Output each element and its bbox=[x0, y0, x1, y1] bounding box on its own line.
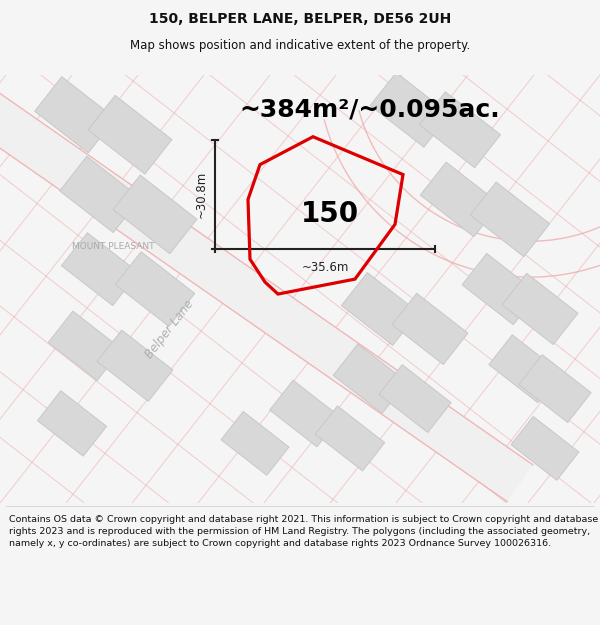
Polygon shape bbox=[59, 156, 140, 232]
Polygon shape bbox=[370, 72, 450, 147]
Polygon shape bbox=[489, 335, 561, 402]
Text: ~384m²/~0.095ac.: ~384m²/~0.095ac. bbox=[239, 98, 500, 122]
Polygon shape bbox=[420, 162, 500, 237]
Text: ~35.6m: ~35.6m bbox=[301, 261, 349, 274]
Polygon shape bbox=[419, 92, 500, 168]
Text: Contains OS data © Crown copyright and database right 2021. This information is : Contains OS data © Crown copyright and d… bbox=[9, 515, 598, 548]
Polygon shape bbox=[269, 380, 340, 447]
Text: MOUNT PLEASANT: MOUNT PLEASANT bbox=[72, 242, 155, 251]
Polygon shape bbox=[341, 272, 419, 346]
Polygon shape bbox=[0, 81, 533, 502]
Text: Belper Lane: Belper Lane bbox=[143, 297, 197, 361]
Polygon shape bbox=[88, 96, 172, 174]
Polygon shape bbox=[511, 416, 579, 480]
Polygon shape bbox=[333, 344, 407, 413]
Polygon shape bbox=[35, 77, 115, 153]
Text: 150, BELPER LANE, BELPER, DE56 2UH: 150, BELPER LANE, BELPER, DE56 2UH bbox=[149, 12, 451, 26]
Polygon shape bbox=[462, 254, 538, 324]
Polygon shape bbox=[519, 355, 591, 422]
Polygon shape bbox=[502, 273, 578, 344]
Polygon shape bbox=[115, 252, 195, 326]
Text: ~30.8m: ~30.8m bbox=[194, 171, 208, 218]
Polygon shape bbox=[392, 293, 468, 364]
Polygon shape bbox=[379, 364, 451, 432]
Polygon shape bbox=[97, 330, 173, 401]
Text: Map shows position and indicative extent of the property.: Map shows position and indicative extent… bbox=[130, 39, 470, 51]
Polygon shape bbox=[221, 411, 289, 475]
Polygon shape bbox=[315, 406, 385, 471]
Text: 150: 150 bbox=[301, 201, 359, 228]
Polygon shape bbox=[113, 175, 197, 254]
Polygon shape bbox=[37, 391, 107, 456]
Polygon shape bbox=[61, 232, 139, 306]
Polygon shape bbox=[470, 182, 550, 257]
Polygon shape bbox=[48, 311, 122, 381]
